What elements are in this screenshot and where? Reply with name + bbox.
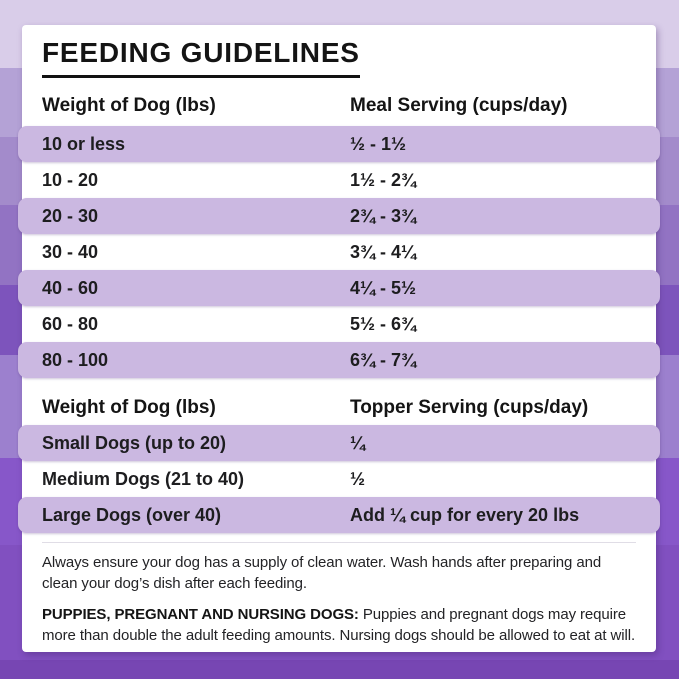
serving-cell: ¼ [350,432,366,453]
table-row: 30 - 40 3¾ - 4¼ [18,234,660,270]
weight-cell: Small Dogs (up to 20) [42,432,227,453]
meal-table-header: Weight of Dog (lbs) Meal Serving (cups/d… [42,95,636,117]
table-row: Large Dogs (over 40) Add ¼ cup for every… [18,497,660,533]
footer-divider [42,542,636,543]
weight-cell: Medium Dogs (21 to 40) [42,468,245,489]
table-row: 40 - 60 4¼ - 5½ [18,270,660,306]
serving-cell: 3¾ - 4¼ [350,241,417,262]
serving-cell: 1½ - 2¾ [350,169,417,190]
serving-cell: 4¼ - 5½ [350,277,417,298]
puppies-note-text: Puppies and pregnant dogs may require mo… [42,606,636,644]
water-note: Always ensure your dog has a supply of c… [42,554,602,592]
weight-cell: 60 - 80 [42,313,99,334]
serving-cell: ½ - 1½ [350,133,407,154]
meal-col-serving-header: Meal Serving (cups/day) [350,95,568,116]
meal-table: 10 or less ½ - 1½ 10 - 20 1½ - 2¾ 20 - 3… [18,126,660,378]
table-row: 80 - 100 6¾ - 7¾ [18,342,660,378]
serving-cell: 5½ - 6¾ [350,313,417,334]
table-row: 60 - 80 5½ - 6¾ [18,306,660,342]
weight-cell: 10 or less [42,133,126,154]
table-row: Small Dogs (up to 20) ¼ [18,425,660,461]
topper-col-weight-header: Weight of Dog (lbs) [42,397,216,418]
topper-col-serving-header: Topper Serving (cups/day) [350,397,589,418]
topper-table: Small Dogs (up to 20) ¼ Medium Dogs (21 … [18,425,660,533]
table-row: 10 or less ½ - 1½ [18,126,660,162]
meal-col-weight-header: Weight of Dog (lbs) [42,95,216,116]
serving-cell: 2¾ - 3¾ [350,205,417,226]
serving-cell: 6¾ - 7¾ [350,349,417,370]
weight-cell: Large Dogs (over 40) [42,504,222,525]
weight-cell: 10 - 20 [42,169,99,190]
table-row: Medium Dogs (21 to 40) ½ [18,461,660,497]
weight-cell: 80 - 100 [42,349,109,370]
puppies-note-label: PUPPIES, PREGNANT AND NURSING DOGS: [42,606,359,623]
weight-cell: 30 - 40 [42,241,99,262]
topper-table-header: Weight of Dog (lbs) Topper Serving (cups… [42,397,636,419]
table-row: 20 - 30 2¾ - 3¾ [18,198,660,234]
weight-cell: 40 - 60 [42,277,99,298]
section-gap [42,378,636,397]
weight-cell: 20 - 30 [42,205,99,226]
puppies-note: PUPPIES, PREGNANT AND NURSING DOGS: Pupp… [42,605,636,646]
serving-cell: ½ [350,468,366,489]
page-title: FEEDING GUIDELINES [42,38,360,78]
feeding-guidelines-card: FEEDING GUIDELINES Weight of Dog (lbs) M… [18,25,660,652]
serving-cell: Add ¼ cup for every 20 lbs [350,504,580,525]
table-row: 10 - 20 1½ - 2¾ [18,162,660,198]
